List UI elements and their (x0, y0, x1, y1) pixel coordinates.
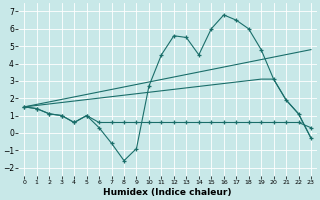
X-axis label: Humidex (Indice chaleur): Humidex (Indice chaleur) (103, 188, 232, 197)
